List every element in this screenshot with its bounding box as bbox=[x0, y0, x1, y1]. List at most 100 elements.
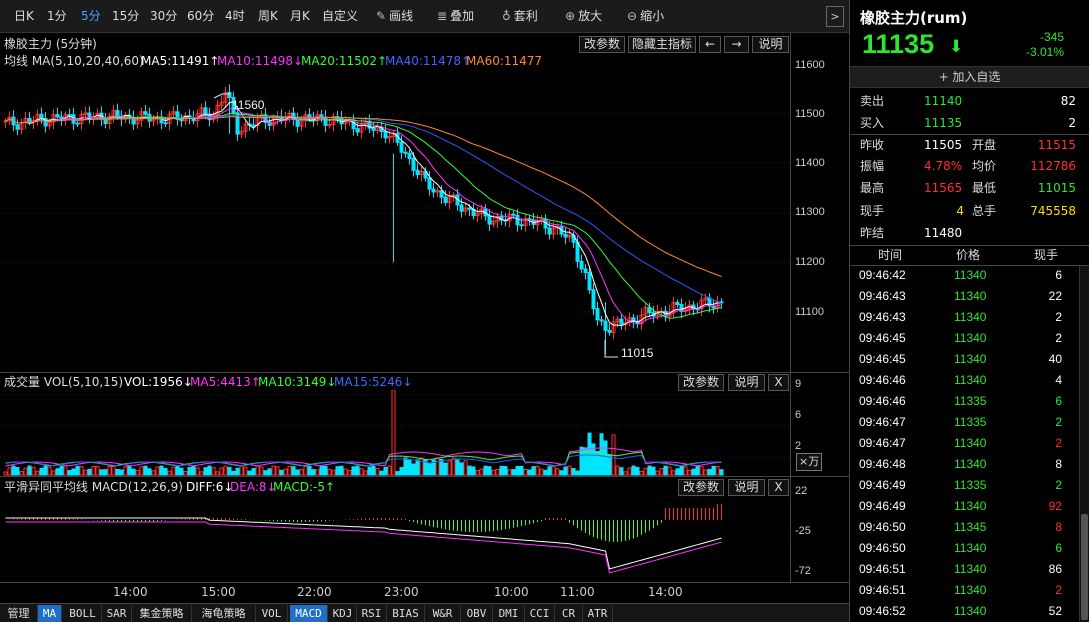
tab-cci[interactable]: CCI bbox=[525, 605, 555, 622]
volume-bar bbox=[507, 469, 512, 476]
volume-chart[interactable] bbox=[0, 390, 790, 476]
period-custom[interactable]: 自定义 bbox=[322, 9, 359, 23]
close-icon[interactable]: X bbox=[768, 374, 789, 391]
tab-cr[interactable]: CR bbox=[555, 605, 583, 622]
main-change-params-button[interactable]: 改参数 bbox=[579, 36, 625, 53]
stats-row-2: 振幅 4.78% 均价 112786 bbox=[850, 156, 1089, 177]
vol-change-params-button[interactable]: 改参数 bbox=[678, 374, 724, 391]
hide-main-indicator-button[interactable]: 隐藏主指标 bbox=[628, 36, 696, 53]
macd-chart[interactable] bbox=[0, 496, 790, 582]
period-month-k[interactable]: 月K bbox=[290, 9, 310, 23]
tick-volume: 6 bbox=[1055, 541, 1062, 555]
macd-diff-line bbox=[5, 517, 722, 570]
volume-bar bbox=[543, 469, 548, 476]
tab-ma[interactable]: MA bbox=[38, 605, 62, 622]
volume-bar bbox=[151, 470, 156, 476]
volume-bar bbox=[591, 443, 596, 476]
add-watchlist-button[interactable]: + 加入自选 bbox=[850, 66, 1089, 88]
volume-bar bbox=[431, 459, 436, 476]
macd-help-button[interactable]: 说明 bbox=[728, 479, 765, 496]
tick-volume: 8 bbox=[1055, 520, 1062, 534]
period-5min[interactable]: 5分 bbox=[81, 9, 101, 23]
arbitrage-button[interactable]: ♁ 套利 bbox=[502, 9, 538, 23]
candle-down bbox=[591, 289, 596, 310]
layers-icon: ≣ bbox=[437, 9, 448, 23]
candle-up bbox=[223, 92, 228, 103]
tick-row: 09:46:47 11335 2 bbox=[850, 412, 1080, 433]
volume-bar bbox=[419, 457, 424, 476]
volume-bar bbox=[191, 465, 196, 476]
macd-tick: -25 bbox=[795, 525, 811, 537]
arrow-left-icon[interactable]: ← bbox=[699, 36, 721, 53]
tab-atr[interactable]: ATR bbox=[583, 605, 613, 622]
scrollbar-thumb[interactable] bbox=[1081, 514, 1088, 620]
volume-bar bbox=[703, 469, 708, 476]
close-icon[interactable]: X bbox=[768, 479, 789, 496]
volume-bar bbox=[499, 465, 504, 476]
tick-list-scrollbar[interactable] bbox=[1079, 266, 1089, 622]
period-4hour[interactable]: 4时 bbox=[225, 9, 245, 23]
volume-bar bbox=[75, 465, 80, 476]
candle-up bbox=[271, 117, 276, 126]
low-marker bbox=[604, 340, 618, 358]
volume-bar bbox=[515, 465, 520, 476]
tab-kdj[interactable]: KDJ bbox=[329, 605, 357, 622]
main-help-button[interactable]: 说明 bbox=[752, 36, 789, 53]
volume-bar bbox=[271, 465, 276, 476]
tab-macd[interactable]: MACD bbox=[290, 605, 328, 622]
prev-settle-value: 11480 bbox=[924, 226, 963, 240]
period-1min[interactable]: 1分 bbox=[47, 9, 67, 23]
volume-bar bbox=[179, 467, 184, 476]
vol-ma10-value: MA10:3149↓ bbox=[258, 375, 337, 389]
tab-dmi[interactable]: DMI bbox=[493, 605, 525, 622]
chevron-right-icon[interactable]: > bbox=[826, 6, 844, 27]
tab-vol[interactable]: VOL bbox=[256, 605, 288, 622]
volume-bar bbox=[407, 459, 412, 476]
tab-jijin-strategy[interactable]: 集金策略 bbox=[132, 605, 192, 622]
candlestick-chart[interactable] bbox=[0, 70, 790, 372]
money-bag-icon: ♁ bbox=[502, 9, 511, 23]
candle-up bbox=[671, 302, 676, 313]
volume-bar bbox=[87, 468, 92, 476]
tab-bias[interactable]: BIAS bbox=[387, 605, 425, 622]
arrow-right-icon[interactable]: → bbox=[724, 36, 749, 53]
period-60min[interactable]: 60分 bbox=[187, 9, 215, 23]
avg-value: 112786 bbox=[1030, 159, 1076, 173]
volume-bar bbox=[707, 468, 712, 476]
volume-bar bbox=[479, 468, 484, 476]
candle-up bbox=[299, 120, 304, 127]
tab-wr[interactable]: W&R bbox=[425, 605, 461, 622]
tab-manage[interactable]: 管理 bbox=[0, 605, 38, 622]
tick-row: 09:46:51 11340 2 bbox=[850, 580, 1080, 601]
candle-up bbox=[95, 112, 100, 118]
vol-help-button[interactable]: 说明 bbox=[728, 374, 765, 391]
tab-sar[interactable]: SAR bbox=[102, 605, 132, 622]
volume-bar bbox=[647, 465, 652, 476]
period-day-k[interactable]: 日K bbox=[14, 9, 34, 23]
period-30min[interactable]: 30分 bbox=[150, 9, 178, 23]
candle-up bbox=[703, 297, 708, 301]
price-tick: 11500 bbox=[795, 108, 825, 120]
zoom-in-button[interactable]: ⊕ 放大 bbox=[565, 9, 603, 23]
main-panel-title: 橡胶主力 (5分钟) bbox=[4, 37, 97, 51]
candle-down bbox=[607, 329, 612, 333]
overlay-button[interactable]: ≣ 叠加 bbox=[437, 9, 475, 23]
volume-bar bbox=[35, 470, 40, 476]
tick-row: 09:46:50 11345 8 bbox=[850, 517, 1080, 538]
tab-boll[interactable]: BOLL bbox=[64, 605, 102, 622]
candle-up bbox=[523, 218, 528, 227]
zoom-out-button[interactable]: ⊖ 缩小 bbox=[627, 9, 665, 23]
draw-line-button[interactable]: ✎ 画线 bbox=[376, 9, 414, 23]
macd-change-params-button[interactable]: 改参数 bbox=[678, 479, 724, 496]
period-15min[interactable]: 15分 bbox=[112, 9, 140, 23]
tab-turtle-strategy[interactable]: 海龟策略 bbox=[192, 605, 256, 622]
period-week-k[interactable]: 周K bbox=[258, 9, 278, 23]
tab-obv[interactable]: OBV bbox=[461, 605, 493, 622]
prev-close-value: 11505 bbox=[924, 138, 963, 152]
current-hand-value: 4 bbox=[956, 204, 964, 218]
volume-bar bbox=[135, 469, 140, 476]
tab-rsi[interactable]: RSI bbox=[357, 605, 387, 622]
candle-up bbox=[359, 123, 364, 133]
arrow-down-icon: ⬇ bbox=[949, 37, 964, 57]
volume-bar bbox=[603, 440, 608, 476]
